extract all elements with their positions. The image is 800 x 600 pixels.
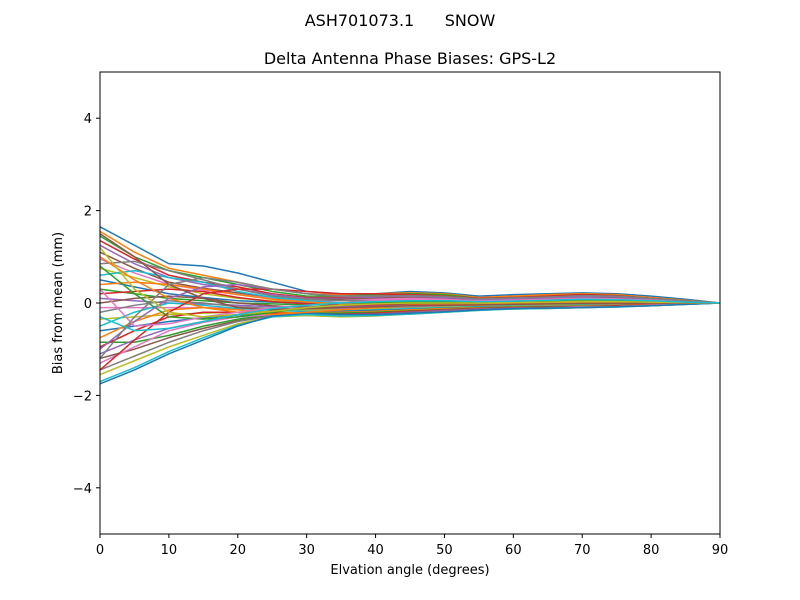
y-axis-label: Bias from mean (mm)	[51, 232, 66, 374]
x-tick-label: 90	[712, 543, 729, 558]
x-axis-label: Elvation angle (degrees)	[330, 563, 489, 578]
series-layer	[100, 226, 720, 385]
series-line-2	[100, 230, 720, 304]
x-tick-label: 60	[505, 543, 522, 558]
series-line-40	[100, 298, 720, 332]
series-line-31	[100, 302, 720, 385]
figure-suptitle: ASH701073.1 SNOW	[305, 11, 496, 30]
series-line-39	[100, 247, 720, 318]
x-tick-label: 20	[230, 543, 247, 558]
x-axis: 0 10 20 30 40 50 60 70 80 90	[96, 534, 728, 558]
x-tick-label: 70	[574, 543, 591, 558]
y-tick-label: 0	[84, 297, 92, 312]
chart-title: Delta Antenna Phase Biases: GPS-L2	[264, 49, 556, 68]
y-tick-label: 4	[84, 112, 92, 127]
y-tick-label: 2	[84, 205, 92, 220]
series-line-36	[100, 233, 720, 311]
series-line-1	[100, 226, 720, 304]
x-tick-label: 10	[161, 543, 178, 558]
y-axis: −4 −2 0 2 4	[73, 112, 100, 497]
x-tick-label: 50	[436, 543, 453, 558]
y-tick-label: −4	[73, 482, 92, 497]
y-tick-label: −2	[73, 389, 92, 404]
x-tick-label: 40	[367, 543, 384, 558]
x-tick-label: 0	[96, 543, 104, 558]
x-tick-label: 80	[643, 543, 660, 558]
series-line-38	[100, 276, 720, 359]
x-tick-label: 30	[298, 543, 315, 558]
